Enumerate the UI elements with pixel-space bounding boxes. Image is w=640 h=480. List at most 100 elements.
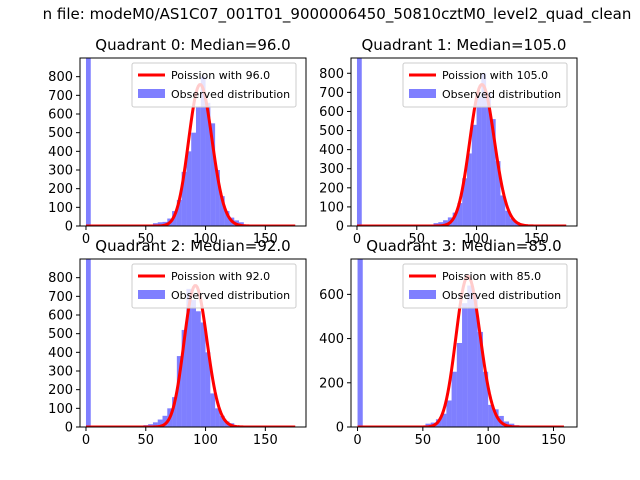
- histogram-bar: [85, 58, 91, 226]
- histogram-bar: [490, 119, 496, 226]
- x-tick-label: 100: [464, 232, 489, 247]
- y-tick-label: 200: [319, 181, 344, 196]
- legend-label: Poission with 96.0: [171, 69, 270, 82]
- y-tick-label: 500: [48, 327, 73, 342]
- histogram-bar: [219, 415, 225, 427]
- x-tick-label: 0: [353, 433, 361, 448]
- legend: Poission with 105.0 Observed distribution: [402, 62, 568, 108]
- histogram-bar: [451, 371, 457, 427]
- x-tick-label: 0: [82, 232, 90, 247]
- y-tick-label: 300: [48, 164, 73, 179]
- histogram-bar: [467, 285, 473, 427]
- y-tick-label: 0: [336, 421, 344, 436]
- quadrant-panels: 0 50 100 150 0 100 200 300 400 500 600 700 800 Quadra…: [48, 36, 578, 448]
- y-tick-label: 500: [48, 126, 73, 141]
- histogram-bar: [486, 92, 491, 226]
- y-tick-label: 700: [48, 290, 73, 305]
- y-tick-label: 300: [48, 365, 73, 380]
- histogram-bar: [441, 413, 447, 427]
- histogram-bar: [191, 300, 196, 427]
- y-tick-label: 100: [319, 200, 344, 215]
- histogram-bar: [438, 222, 444, 226]
- x-tick-label: 100: [476, 433, 501, 448]
- y-tick-label: 0: [336, 220, 344, 235]
- histogram-bar: [172, 397, 177, 427]
- histogram-bar: [186, 151, 192, 226]
- histogram-bar: [195, 311, 201, 427]
- y-tick-label: 400: [319, 143, 344, 158]
- quadrant-panel-0: 0 50 100 150 0 100 200 300 400 500 600 700 800 Quadra…: [48, 36, 307, 247]
- x-tick-label: 150: [253, 433, 278, 448]
- panel-title: Quadrant 0: Median=96.0: [95, 36, 290, 54]
- quadrant-panel-2: 0 50 100 150 0 100 200 300 400 500 600 700 800 Quadra…: [48, 237, 307, 448]
- histogram-bar: [195, 106, 201, 226]
- axes-frame: [79, 258, 307, 428]
- y-tick-label: 100: [48, 201, 73, 216]
- legend-bar-swatch: [138, 89, 165, 98]
- legend-label: Observed distribution: [171, 88, 290, 101]
- y-tick-label: 600: [48, 309, 73, 324]
- histogram-bar: [157, 419, 163, 427]
- histogram-bar: [200, 76, 206, 226]
- figure-suptitle: n file: modeM0/AS1C07_001T01_9000006450_…: [43, 5, 632, 24]
- legend: Poission with 92.0 Observed distribution: [131, 263, 297, 309]
- legend: Poission with 85.0 Observed distribution: [402, 263, 568, 309]
- x-tick-label: 100: [193, 232, 218, 247]
- legend-frame: [402, 62, 568, 108]
- y-tick-label: 200: [319, 376, 344, 391]
- histogram-bar: [162, 415, 168, 427]
- y-tick-label: 400: [319, 332, 344, 347]
- histogram-bar: [471, 124, 477, 226]
- x-tick-label: 150: [253, 232, 278, 247]
- histogram-bar: [152, 422, 158, 427]
- histogram-bar: [500, 195, 506, 226]
- y-tick-label: 400: [48, 346, 73, 361]
- y-tick-label: 300: [319, 162, 344, 177]
- y-tick-label: 800: [48, 271, 73, 286]
- histogram-bar: [456, 343, 463, 427]
- panel-title: Quadrant 1: Median=105.0: [362, 36, 567, 54]
- legend-bar-swatch: [409, 290, 436, 299]
- histogram-bar: [466, 153, 472, 226]
- histogram-bar: [205, 352, 211, 427]
- histogram-bar: [477, 331, 483, 427]
- y-tick-label: 800: [48, 70, 73, 85]
- y-tick-label: 600: [319, 288, 344, 303]
- histogram-bar: [356, 58, 362, 226]
- legend-frame: [402, 263, 568, 309]
- y-tick-label: 0: [65, 421, 73, 436]
- y-tick-label: 0: [65, 220, 73, 235]
- legend-label: Poission with 92.0: [171, 270, 270, 283]
- histogram-bar: [446, 400, 452, 427]
- x-tick-label: 150: [541, 433, 566, 448]
- histogram-bar: [462, 303, 468, 427]
- y-tick-label: 200: [48, 383, 73, 398]
- histogram-bar: [462, 178, 467, 226]
- histogram-bar: [452, 212, 458, 226]
- legend-label: Poission with 105.0: [442, 69, 548, 82]
- histogram-bar: [357, 259, 363, 427]
- y-tick-label: 500: [319, 124, 344, 139]
- y-tick-label: 200: [48, 182, 73, 197]
- histogram-bar: [510, 218, 515, 226]
- axes-frame: [79, 57, 307, 227]
- histogram-bar: [493, 409, 499, 427]
- histogram-bar: [443, 220, 448, 226]
- x-tick-label: 0: [82, 433, 90, 448]
- histogram-bar: [457, 203, 463, 226]
- legend-bar-swatch: [138, 290, 165, 299]
- panel-title: Quadrant 2: Median=92.0: [95, 237, 290, 255]
- x-tick-label: 50: [415, 433, 432, 448]
- y-tick-label: 100: [48, 402, 73, 417]
- legend-label: Observed distribution: [171, 289, 290, 302]
- histogram-bar: [215, 408, 220, 427]
- histogram-bar: [224, 211, 230, 226]
- histogram-bar: [200, 322, 206, 427]
- histogram-bar: [472, 294, 478, 427]
- x-tick-label: 150: [524, 232, 549, 247]
- axes-frame: [350, 258, 578, 428]
- histogram-bar: [481, 73, 487, 226]
- histogram-bar: [482, 371, 489, 427]
- axes-frame: [350, 57, 578, 227]
